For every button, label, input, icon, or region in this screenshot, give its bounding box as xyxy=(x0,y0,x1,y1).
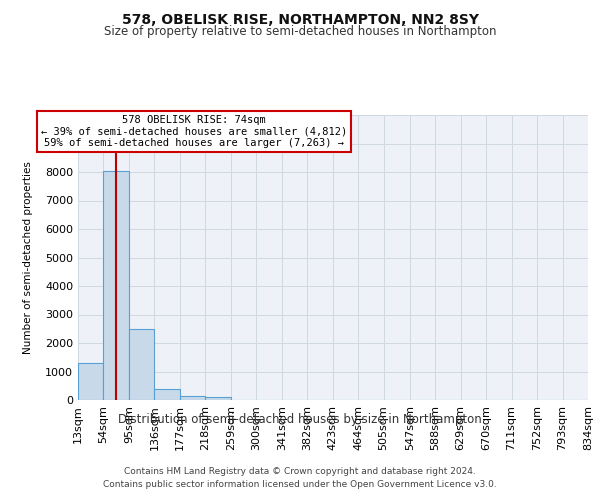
Text: Distribution of semi-detached houses by size in Northampton: Distribution of semi-detached houses by … xyxy=(118,412,482,426)
Bar xyxy=(180,396,205,400)
Bar xyxy=(78,363,103,400)
Bar xyxy=(154,390,180,400)
Text: 578, OBELISK RISE, NORTHAMPTON, NN2 8SY: 578, OBELISK RISE, NORTHAMPTON, NN2 8SY xyxy=(121,12,479,26)
Text: Size of property relative to semi-detached houses in Northampton: Size of property relative to semi-detach… xyxy=(104,25,496,38)
Bar xyxy=(103,170,129,400)
Text: Contains public sector information licensed under the Open Government Licence v3: Contains public sector information licen… xyxy=(103,480,497,489)
Bar xyxy=(205,397,231,400)
Text: Contains HM Land Registry data © Crown copyright and database right 2024.: Contains HM Land Registry data © Crown c… xyxy=(124,468,476,476)
Bar xyxy=(129,329,154,400)
Y-axis label: Number of semi-detached properties: Number of semi-detached properties xyxy=(23,161,32,354)
Text: 578 OBELISK RISE: 74sqm
← 39% of semi-detached houses are smaller (4,812)
59% of: 578 OBELISK RISE: 74sqm ← 39% of semi-de… xyxy=(41,115,347,148)
